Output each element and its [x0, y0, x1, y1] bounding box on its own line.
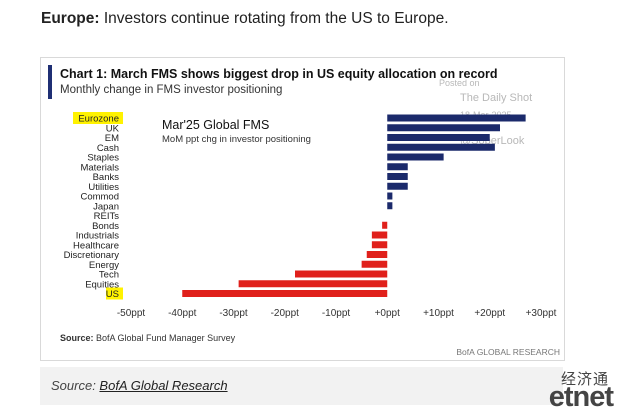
chart-title: Chart 1: March FMS shows biggest drop in…: [60, 67, 498, 81]
category-label: Materials: [80, 162, 119, 173]
category-label: Healthcare: [73, 240, 119, 251]
x-tick-label: -50ppt: [117, 308, 146, 319]
category-label: Utilities: [88, 182, 119, 193]
caption-prefix: Source:: [51, 378, 100, 393]
x-tick-label: +20ppt: [474, 308, 505, 319]
bar: [295, 270, 388, 278]
bar: [382, 221, 388, 229]
x-tick-label: +10ppt: [423, 308, 454, 319]
title-accent-bar: [48, 65, 52, 99]
bar: [387, 182, 408, 190]
bar: [366, 251, 388, 258]
bar: [387, 173, 408, 180]
chart-brand: BofA GLOBAL RESEARCH: [456, 347, 560, 357]
chart-source: Source: BofA Global Fund Manager Survey: [60, 333, 235, 343]
category-label: Commod: [80, 192, 119, 203]
category-label: Bonds: [92, 221, 119, 232]
watermark-site: The Daily Shot: [460, 92, 533, 104]
watermark-posted-on: Posted on: [439, 78, 480, 88]
bar: [387, 163, 408, 171]
category-label: Staples: [87, 153, 119, 164]
category-label: Japan: [93, 201, 119, 212]
bar: [238, 280, 388, 288]
x-tick-label: -40ppt: [168, 308, 197, 319]
caption-text: Source: BofA Global Research: [51, 378, 228, 393]
category-label: Eurozone: [78, 114, 119, 125]
category-label: Tech: [99, 270, 119, 281]
category-label: EM: [105, 133, 119, 144]
lead-text: Investors continue rotating from the US …: [99, 10, 449, 27]
bar: [387, 143, 495, 151]
lead-bold: Europe:: [41, 10, 100, 27]
x-tick-label: -10ppt: [322, 308, 351, 319]
category-label: Banks: [93, 172, 120, 183]
x-tick-label: +30ppt: [526, 308, 557, 319]
category-label: Industrials: [76, 231, 120, 242]
article-lead: Europe: Investors continue rotating from…: [41, 10, 449, 28]
bar: [182, 290, 388, 297]
bar: [361, 260, 388, 268]
category-label: REITs: [94, 211, 120, 222]
bar: [387, 192, 393, 200]
bar: [371, 241, 388, 249]
x-tick-label: -20ppt: [271, 308, 300, 319]
etnet-logo: 经济通 etnet: [527, 366, 615, 413]
bar-chart: Mar'25 Global FMS MoM ppt chg in investor…: [64, 112, 557, 319]
category-label: UK: [106, 123, 120, 134]
bar: [387, 153, 444, 161]
bar: [387, 202, 393, 210]
category-highlight: [73, 112, 123, 124]
chart-figure: Chart 1: March FMS shows biggest drop in…: [40, 57, 565, 361]
x-tick-label: +0ppt: [375, 308, 401, 319]
bar: [371, 231, 388, 239]
caption-box: Source: BofA Global Research: [40, 367, 563, 405]
chart-subtitle: Monthly change in FMS investor positioni…: [60, 84, 283, 96]
chart-source-text: BofA Global Fund Manager Survey: [93, 333, 236, 343]
source-link[interactable]: BofA Global Research: [99, 378, 228, 393]
category-label: Discretionary: [64, 250, 120, 261]
bar: [387, 134, 490, 141]
category-label: Cash: [97, 143, 119, 154]
category-label: Energy: [89, 260, 119, 271]
category-label: Equities: [85, 279, 119, 290]
category-label: US: [106, 289, 119, 300]
bar: [387, 114, 526, 122]
x-tick-label: -30ppt: [219, 308, 248, 319]
inner-title: Mar'25 Global FMS: [162, 118, 269, 132]
logo-cn: 经济通: [560, 371, 609, 388]
category-highlight: [106, 287, 123, 300]
chart-source-label: Source:: [60, 333, 94, 343]
logo-en: etnet: [548, 381, 614, 413]
inner-subtitle: MoM ppt chg in investor positioning: [162, 134, 311, 145]
bar: [387, 124, 500, 132]
